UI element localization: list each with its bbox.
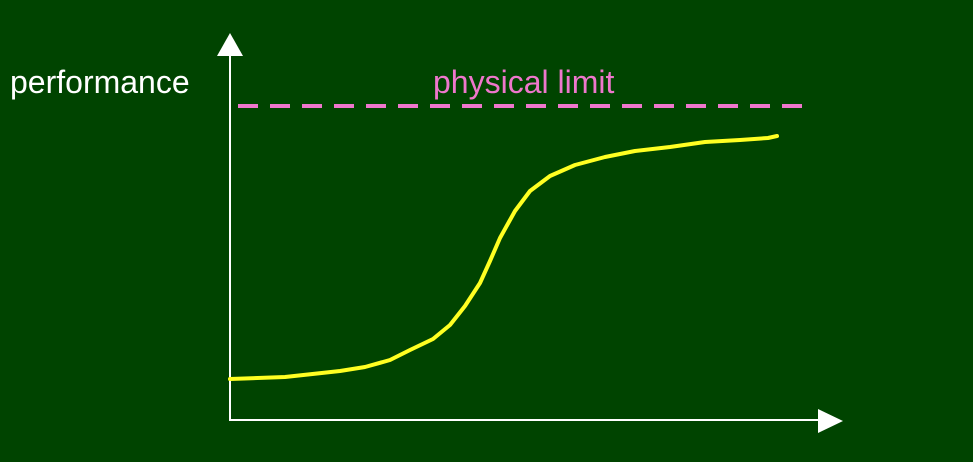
y-axis-label: performance xyxy=(10,64,190,100)
performance-s-curve xyxy=(228,134,779,381)
x-axis-arrowhead xyxy=(818,409,843,433)
physical-limit-label: physical limit xyxy=(433,64,615,100)
y-axis-arrowhead xyxy=(217,33,243,56)
